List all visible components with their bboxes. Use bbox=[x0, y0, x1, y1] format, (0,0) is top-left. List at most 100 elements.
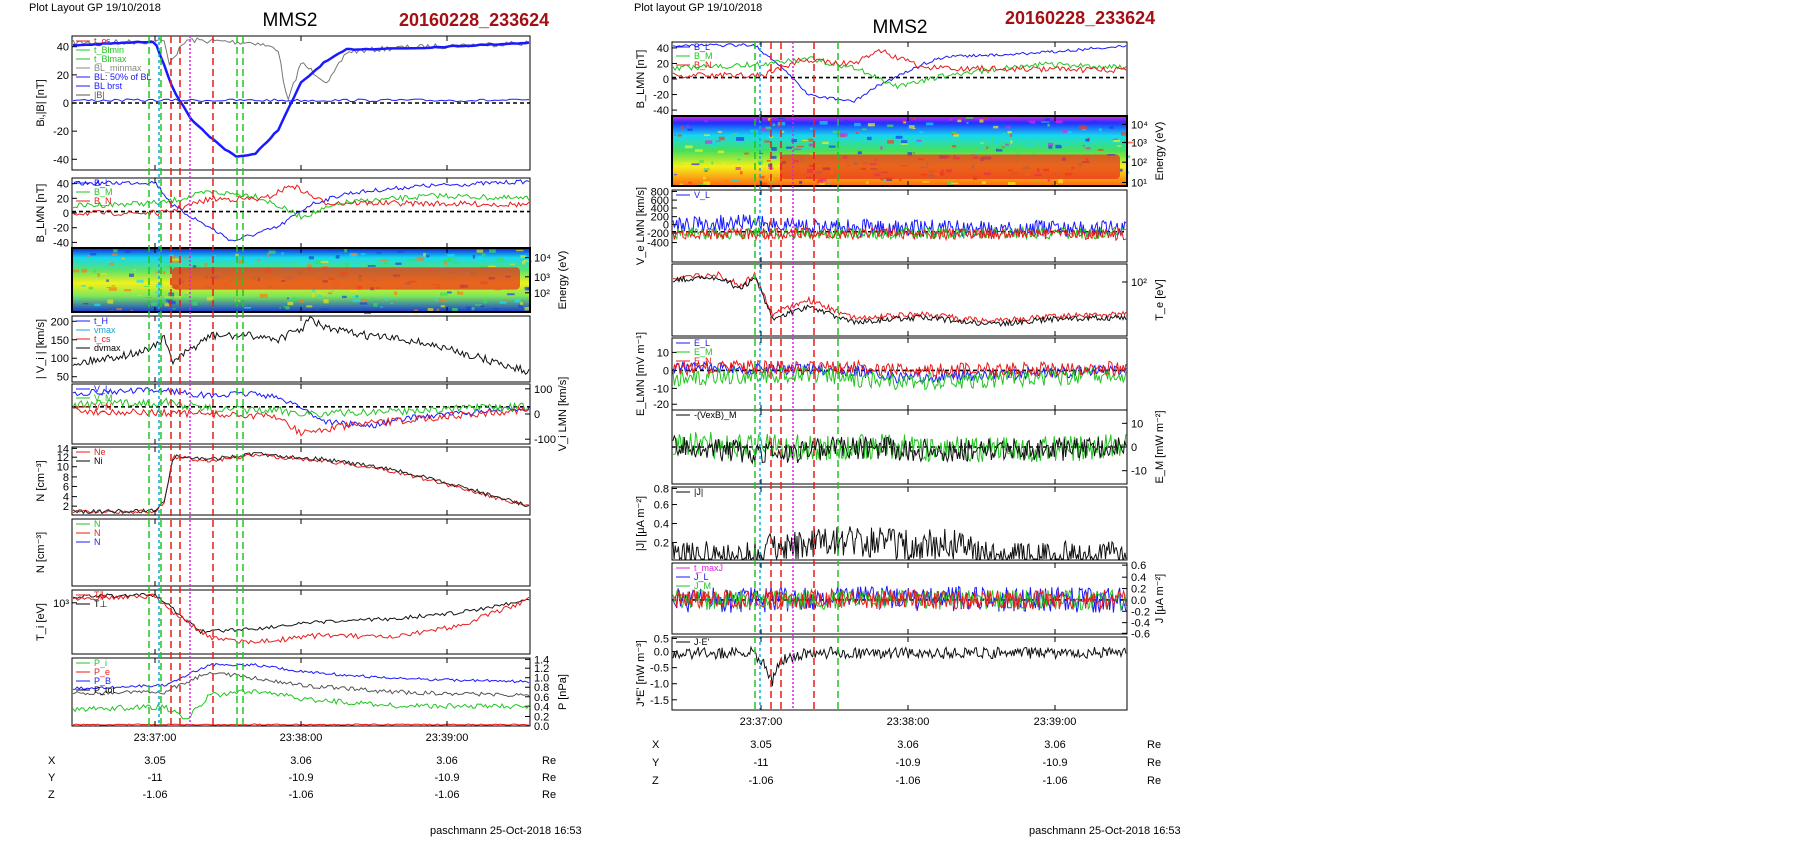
spectrogram-pixel bbox=[172, 258, 180, 261]
y-tick-label: 50 bbox=[57, 372, 69, 384]
series-line bbox=[72, 98, 530, 103]
spectrogram-pixel bbox=[980, 142, 984, 144]
spectrogram-pixel bbox=[816, 179, 823, 184]
legend-entry: P_i bbox=[94, 658, 107, 668]
left-x-value-2: 3.06 bbox=[290, 755, 311, 767]
left-x-value-1: 3.05 bbox=[144, 755, 165, 767]
y-tick-label: 0.6 bbox=[534, 692, 549, 704]
spectrogram-pixel bbox=[97, 273, 100, 277]
panel-frame bbox=[71, 518, 531, 587]
spectrogram-pixel bbox=[800, 139, 805, 143]
spectrogram-pixel bbox=[880, 178, 884, 181]
spectrogram-pixel bbox=[759, 182, 767, 186]
legend-entry: dvmax bbox=[94, 343, 121, 353]
y-tick-label: -100 bbox=[534, 434, 556, 446]
spectrogram-pixel bbox=[828, 181, 832, 183]
spectrogram-pixel bbox=[1079, 125, 1087, 130]
y-tick-label: 10¹ bbox=[1131, 178, 1147, 190]
spectrogram-pixel bbox=[427, 308, 434, 312]
legend-entry: BL brst bbox=[94, 81, 123, 91]
left-spacecraft-title: MMS2 bbox=[263, 10, 318, 31]
series-line bbox=[72, 190, 530, 220]
spectrogram-pixel bbox=[81, 269, 88, 273]
left-event-id: 20160228_233624 bbox=[399, 10, 549, 30]
left-row-label-x: X bbox=[48, 755, 56, 767]
spectrogram-pixel bbox=[106, 287, 111, 289]
right-position-table: X 3.05 3.06 3.06 Re Y -11 -10.9 -10.9 Re… bbox=[652, 739, 1161, 787]
spectrogram-pixel bbox=[287, 297, 289, 300]
spectrogram-pixel bbox=[951, 182, 959, 185]
y-tick-label: 12 bbox=[57, 452, 69, 464]
series-line bbox=[672, 364, 1127, 391]
spectrogram-pixel bbox=[781, 130, 785, 133]
spectrogram-pixel bbox=[185, 290, 189, 295]
spectrogram-hot-band bbox=[780, 154, 1120, 179]
spectrogram-pixel bbox=[828, 138, 833, 142]
spectrogram-pixel bbox=[481, 253, 486, 257]
right-x-value-2: 3.06 bbox=[897, 739, 918, 751]
y-axis-label: T_i [eV] bbox=[35, 603, 47, 641]
spectrogram-pixel bbox=[330, 290, 334, 292]
series-line bbox=[72, 179, 530, 242]
spectrogram-pixel bbox=[205, 248, 212, 250]
y-tick-label: 0.6 bbox=[1131, 560, 1146, 572]
legend-entry: t_Blmin bbox=[94, 45, 124, 55]
legend-entry: V_N bbox=[94, 402, 112, 412]
spectrogram-pixel bbox=[225, 258, 231, 260]
y-tick-label: 40 bbox=[57, 42, 69, 54]
spectrogram-pixel bbox=[1005, 143, 1009, 146]
spectrogram-pixel bbox=[311, 293, 315, 298]
spectrogram-pixel bbox=[908, 125, 915, 129]
spectrogram-pixel bbox=[1055, 144, 1062, 149]
panel-0: 40 20 0 -20 -40 B_LMN [nT] B_LB_MB_N bbox=[635, 41, 1128, 117]
spectrogram-pixel bbox=[1008, 182, 1016, 186]
spectrogram-pixel bbox=[109, 261, 114, 265]
spectrogram-pixel bbox=[499, 301, 507, 304]
legend-entry: |B| bbox=[94, 90, 105, 100]
y-tick-label: -20 bbox=[653, 90, 669, 102]
right-z-value-2: -1.06 bbox=[895, 775, 920, 787]
y-tick-label: 10 bbox=[1131, 418, 1143, 430]
y-tick-label: 1.2 bbox=[534, 663, 549, 675]
spectrogram-pixel bbox=[980, 146, 983, 151]
spectrogram-pixel bbox=[1002, 132, 1006, 135]
spectrogram-pixel bbox=[308, 256, 314, 260]
spectrogram-pixel bbox=[436, 298, 443, 302]
spectrogram-pixel bbox=[919, 131, 924, 134]
spectrogram-pixel bbox=[383, 261, 388, 265]
y-tick-label: -40 bbox=[653, 105, 669, 117]
legend-entry: t_H bbox=[94, 316, 108, 326]
y-tick-label: 0.2 bbox=[1131, 584, 1146, 596]
spectrogram-pixel bbox=[316, 291, 322, 295]
spectrogram-pixel bbox=[759, 152, 763, 154]
spectrogram-pixel bbox=[394, 291, 398, 295]
y-tick-label: 0 bbox=[1131, 442, 1137, 454]
spectrogram-pixel bbox=[443, 259, 452, 263]
y-tick-label: 10⁴ bbox=[534, 253, 551, 265]
spectrogram-pixel bbox=[957, 119, 962, 123]
x-tick-label: 23:39:00 bbox=[1034, 716, 1077, 728]
right-spacecraft-title: MMS2 bbox=[873, 17, 928, 38]
spectrogram-pixel bbox=[518, 304, 523, 308]
y-tick-label: -40 bbox=[53, 154, 69, 166]
x-tick-label: 23:37:00 bbox=[740, 716, 783, 728]
spectrogram-pixel bbox=[448, 257, 456, 260]
spectrogram-pixel bbox=[364, 258, 371, 260]
spectrogram-pixel bbox=[983, 117, 988, 120]
spectrogram-pixel bbox=[793, 148, 801, 151]
spectrogram-pixel bbox=[799, 180, 803, 184]
y-tick-label: -200 bbox=[647, 228, 669, 240]
x-tick-label: 23:39:00 bbox=[426, 732, 469, 744]
spectrogram-pixel bbox=[771, 147, 777, 151]
y-tick-label: 0.0 bbox=[534, 721, 549, 733]
panel-frame bbox=[671, 263, 1128, 337]
y-tick-label: 20 bbox=[57, 70, 69, 82]
panel-3: 200 150 100 50 | V_i | [km/s] t_Hvmaxt_csdvma… bbox=[35, 315, 531, 384]
panel-1: 40 20 0 -20 -40 B_LMN [nT] B_LB_MB_N bbox=[35, 177, 531, 249]
left-position-table: X 3.05 3.06 3.06 Re Y -11 -10.9 -10.9 Re… bbox=[48, 755, 556, 801]
spectrogram-pixel bbox=[440, 305, 446, 308]
y-tick-label: 10² bbox=[1131, 157, 1147, 169]
series-line bbox=[672, 645, 1127, 687]
y-axis-label: B_LMN [nT] bbox=[35, 184, 47, 243]
